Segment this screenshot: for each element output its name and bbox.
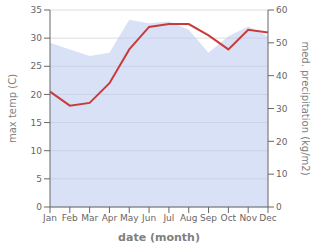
svg-text:10: 10 xyxy=(31,146,43,156)
svg-text:date (month): date (month) xyxy=(118,231,200,244)
svg-text:Oct: Oct xyxy=(221,213,237,223)
svg-text:Apr: Apr xyxy=(102,213,118,223)
svg-text:Feb: Feb xyxy=(62,213,78,223)
svg-text:May: May xyxy=(120,213,139,223)
svg-text:Jan: Jan xyxy=(42,213,57,223)
svg-text:40: 40 xyxy=(276,71,288,81)
svg-text:Mar: Mar xyxy=(81,213,98,223)
svg-text:Nov: Nov xyxy=(239,213,257,223)
svg-text:30: 30 xyxy=(276,104,288,114)
svg-text:0: 0 xyxy=(36,202,42,212)
svg-text:15: 15 xyxy=(31,118,42,128)
svg-text:20: 20 xyxy=(31,90,43,100)
svg-text:20: 20 xyxy=(276,137,288,147)
svg-text:50: 50 xyxy=(276,38,288,48)
svg-text:10: 10 xyxy=(276,169,288,179)
svg-text:30: 30 xyxy=(31,33,43,43)
svg-text:0: 0 xyxy=(276,202,282,212)
svg-text:med. precipitation (kg/m2): med. precipitation (kg/m2) xyxy=(300,41,310,175)
svg-text:Aug: Aug xyxy=(180,213,198,223)
svg-text:Sep: Sep xyxy=(200,213,217,223)
svg-text:35: 35 xyxy=(31,5,42,15)
svg-text:max temp (C): max temp (C) xyxy=(8,74,18,143)
svg-text:Jun: Jun xyxy=(141,213,156,223)
svg-text:60: 60 xyxy=(276,5,288,15)
svg-text:Jul: Jul xyxy=(162,213,174,223)
svg-text:25: 25 xyxy=(31,61,42,71)
svg-text:Dec: Dec xyxy=(259,213,276,223)
svg-text:5: 5 xyxy=(36,174,42,184)
